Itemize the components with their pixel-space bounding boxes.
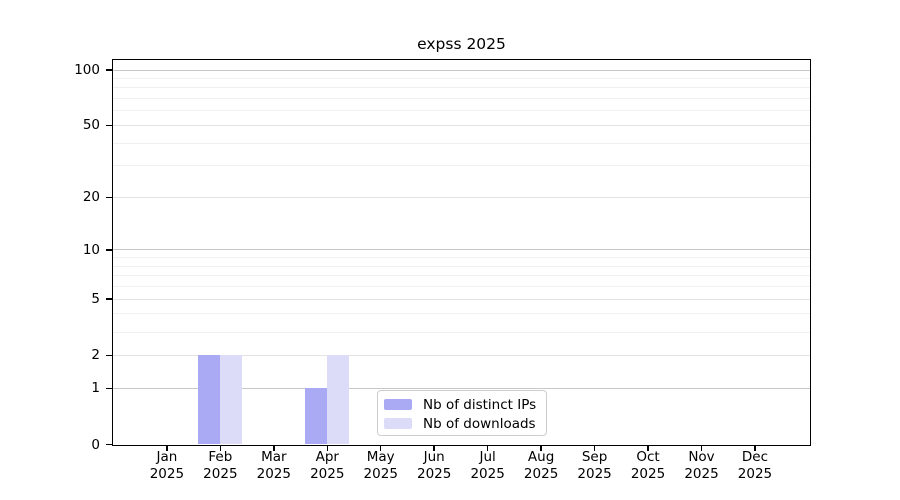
x-label-year: 2025 — [203, 465, 238, 482]
bar-feb-nb-of-distinct-ips — [198, 354, 220, 444]
x-label-month: Jan — [156, 449, 178, 465]
legend-item-distinct-ips: Nb of distinct IPs — [384, 395, 546, 414]
gridline-minor — [113, 286, 810, 288]
x-tick-label-jan: Jan 2025 — [125, 449, 209, 482]
x-label-month: Dec — [741, 449, 769, 465]
x-tick-label-oct: Oct 2025 — [606, 449, 690, 482]
gridline-minor — [113, 165, 810, 167]
gridline-minor — [113, 98, 810, 100]
x-label-year: 2025 — [630, 465, 666, 482]
bar-apr-nb-of-distinct-ips — [304, 387, 327, 444]
x-tick-oct — [647, 446, 649, 451]
x-label-month: Nov — [688, 449, 715, 465]
x-tick-mar — [273, 446, 275, 451]
x-tick-aug — [540, 446, 542, 451]
legend: Nb of distinct IPs Nb of downloads — [377, 390, 547, 436]
gridline-5 — [113, 298, 810, 300]
x-label-year: 2025 — [256, 465, 291, 482]
legend-item-downloads: Nb of downloads — [384, 414, 546, 433]
bar-feb-nb-of-downloads — [219, 354, 242, 444]
x-tick-label-mar: Mar 2025 — [232, 449, 316, 482]
x-tick-label-nov: Nov 2025 — [660, 449, 744, 482]
chart-title: expss 2025 — [417, 35, 506, 53]
x-label-year: 2025 — [684, 465, 719, 482]
gridline-10 — [113, 249, 810, 251]
gridline-minor — [113, 313, 810, 315]
y-tick-5 — [106, 298, 113, 300]
x-tick-dec — [754, 446, 756, 451]
y-tick-label-0: 0 — [91, 436, 100, 453]
x-label-year: 2025 — [149, 465, 185, 482]
x-tick-label-may: May 2025 — [339, 449, 423, 482]
gridline-minor — [113, 142, 810, 144]
gridline-minor — [113, 77, 810, 79]
y-tick-2 — [106, 354, 113, 357]
gridline-2 — [113, 354, 810, 356]
x-label-month: May — [366, 449, 395, 465]
gridline-minor — [113, 110, 810, 112]
y-tick-label-100: 100 — [74, 62, 100, 78]
gridline-minor — [113, 87, 810, 89]
y-tick-50 — [106, 124, 113, 127]
gridline-minor — [113, 257, 810, 259]
gridline-20 — [113, 196, 810, 198]
x-label-month: Jul — [479, 449, 496, 465]
gridline-minor — [113, 265, 810, 267]
x-tick-label-apr: Apr 2025 — [285, 449, 369, 482]
plot-area — [112, 59, 811, 446]
y-tick-label-20: 20 — [82, 189, 100, 206]
x-tick-label-jul: Jul 2025 — [446, 449, 530, 482]
x-tick-label-feb: Feb 2025 — [178, 449, 262, 482]
x-label-year: 2025 — [737, 465, 773, 482]
x-label-month: Apr — [315, 449, 339, 465]
y-tick-100 — [106, 69, 113, 71]
x-label-month: Sep — [581, 449, 608, 465]
y-tick-label-5: 5 — [91, 291, 100, 308]
legend-swatch-distinct-ips — [384, 399, 412, 410]
x-tick-apr — [326, 446, 329, 451]
legend-label-downloads: Nb of downloads — [423, 415, 536, 432]
x-tick-jul — [486, 446, 489, 451]
x-tick-label-aug: Aug 2025 — [499, 449, 583, 482]
x-label-year: 2025 — [363, 465, 398, 482]
gridline-minor — [113, 331, 810, 333]
x-tick-label-jun: Jun 2025 — [392, 449, 476, 482]
y-tick-label-1: 1 — [91, 380, 100, 397]
x-tick-jan — [166, 446, 168, 451]
x-label-year: 2025 — [523, 465, 559, 482]
x-label-month: Mar — [261, 449, 287, 465]
y-tick-label-50: 50 — [82, 117, 100, 134]
x-tick-nov — [700, 446, 703, 451]
gridline-minor — [113, 275, 810, 277]
x-label-month: Feb — [208, 449, 233, 465]
x-label-year: 2025 — [417, 465, 452, 482]
x-label-month: Oct — [636, 449, 660, 465]
x-label-year: 2025 — [470, 465, 505, 482]
x-tick-label-dec: Dec 2025 — [713, 449, 797, 482]
gridline-50 — [113, 124, 810, 126]
x-label-year: 2025 — [577, 465, 612, 482]
bars-layer — [113, 60, 810, 445]
legend-label-distinct-ips: Nb of distinct IPs — [423, 396, 537, 413]
y-tick-label-10: 10 — [82, 241, 100, 258]
y-tick-label-2: 2 — [91, 347, 100, 364]
y-tick-10 — [106, 249, 113, 251]
y-tick-20 — [106, 196, 113, 199]
bar-apr-nb-of-downloads — [326, 354, 349, 444]
x-tick-label-sep: Sep 2025 — [553, 449, 637, 482]
y-tick-1 — [106, 387, 113, 389]
gridline-1 — [113, 387, 810, 389]
x-label-month: Jun — [423, 449, 445, 465]
x-tick-feb — [219, 446, 222, 451]
gridlines-layer — [113, 60, 810, 445]
x-tick-jun — [433, 446, 435, 451]
gridline-100 — [113, 69, 810, 71]
x-label-month: Aug — [527, 449, 555, 465]
x-tick-may — [379, 446, 382, 451]
legend-swatch-downloads — [384, 418, 412, 429]
x-tick-sep — [593, 446, 596, 451]
x-label-year: 2025 — [310, 465, 345, 482]
y-tick-0 — [106, 443, 113, 446]
